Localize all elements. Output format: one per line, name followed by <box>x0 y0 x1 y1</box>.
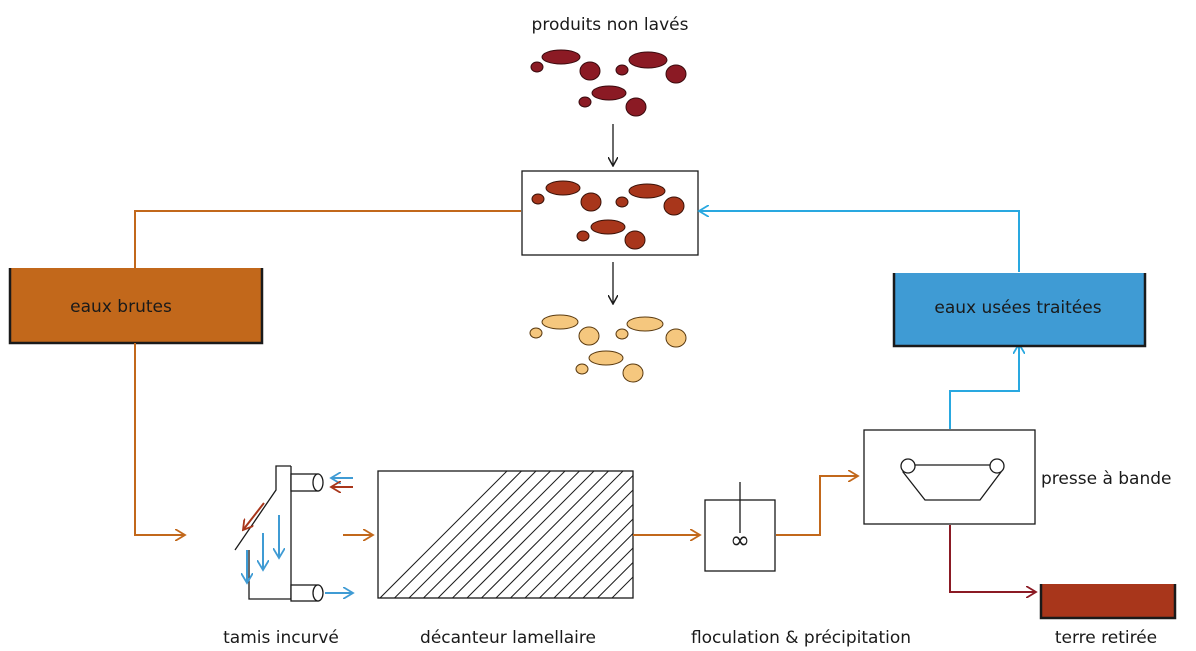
label-removed-soil: terre retirée <box>1055 628 1157 648</box>
lamella-plate <box>394 470 522 599</box>
lamella-plate <box>597 562 634 599</box>
label-belt-press: presse à bande <box>1041 469 1172 489</box>
product-piece <box>615 328 629 340</box>
product-piece <box>590 219 626 235</box>
lamella-plate <box>553 518 634 599</box>
product-piece <box>576 230 590 242</box>
bottom-roller-end <box>312 584 324 602</box>
press-to-treated-water-line <box>949 344 1019 429</box>
raw-water-to-screen-line <box>134 343 185 535</box>
product-piece <box>628 183 666 199</box>
mixer-icon: ∞ <box>730 526 750 554</box>
product-piece <box>580 192 602 212</box>
treated-water-recycle-line <box>699 211 1020 272</box>
lamella-plate <box>481 470 609 599</box>
product-piece <box>615 196 629 208</box>
product-piece <box>628 51 668 69</box>
treated-water-tank-outline <box>892 273 1147 348</box>
product-piece <box>529 327 543 339</box>
washed-products-group <box>529 314 687 383</box>
lamella-plate <box>611 576 634 599</box>
lamella-settler <box>377 470 634 599</box>
product-piece <box>541 49 581 65</box>
lamella-plate <box>524 489 634 599</box>
belt-press <box>863 429 1036 525</box>
removed-soil-tank <box>1041 584 1174 617</box>
label-curved-screen: tamis incurvé <box>223 628 339 648</box>
product-piece <box>575 363 589 375</box>
product-piece <box>665 328 687 348</box>
label-raw-water: eaux brutes <box>70 297 172 317</box>
unwashed-products-group <box>530 49 687 117</box>
product-piece <box>626 316 664 332</box>
product-piece <box>578 96 592 108</box>
lamella-plate <box>423 470 551 599</box>
product-piece <box>588 350 624 366</box>
raw-water-tank <box>10 268 262 342</box>
label-flocculation: floculation & précipitation <box>691 628 911 648</box>
press-to-soil-line <box>949 525 1036 592</box>
product-piece <box>624 230 646 250</box>
product-piece <box>665 64 687 84</box>
product-piece <box>545 180 581 196</box>
lamella-plate <box>495 470 624 599</box>
label-treated-wastewater: eaux usées traitées <box>934 298 1101 318</box>
product-piece <box>541 314 579 330</box>
settler-box <box>377 470 634 599</box>
settler-lamellae <box>379 470 634 599</box>
raw-water-return-line <box>134 210 521 268</box>
lamella-plate <box>568 533 634 599</box>
label-lamella-settler: décanteur lamellaire <box>420 628 596 648</box>
lamella-plate <box>582 547 634 599</box>
press-roller-left <box>900 458 916 474</box>
product-piece <box>578 326 600 346</box>
label-unwashed-products: produits non lavés <box>532 15 689 35</box>
lamella-plate <box>466 470 595 599</box>
product-piece <box>663 196 685 216</box>
product-piece <box>530 61 544 73</box>
top-roller-end <box>312 473 324 492</box>
product-piece <box>531 193 545 205</box>
curved-screen-body <box>248 466 292 600</box>
lamella-plate <box>379 470 508 599</box>
product-piece <box>622 363 644 383</box>
screen-soil-slide-arrow <box>243 502 265 530</box>
washing-products-group <box>531 180 685 250</box>
flocculation-tank: ∞ <box>704 482 776 572</box>
product-piece <box>615 64 629 76</box>
lamella-plate <box>539 504 634 599</box>
product-piece <box>579 61 601 81</box>
press-roller-right <box>989 458 1005 474</box>
product-piece <box>625 97 647 117</box>
product-piece <box>591 85 627 101</box>
lamella-plate <box>437 470 566 599</box>
treated-water-tank <box>894 273 1144 345</box>
removed-soil-tank-outline <box>1039 584 1177 620</box>
floc-to-press-line <box>776 476 858 536</box>
lamella-plate <box>408 470 537 599</box>
curved-screen-deck <box>234 465 291 551</box>
lamella-plate <box>510 475 634 599</box>
lamella-plate <box>452 470 580 599</box>
